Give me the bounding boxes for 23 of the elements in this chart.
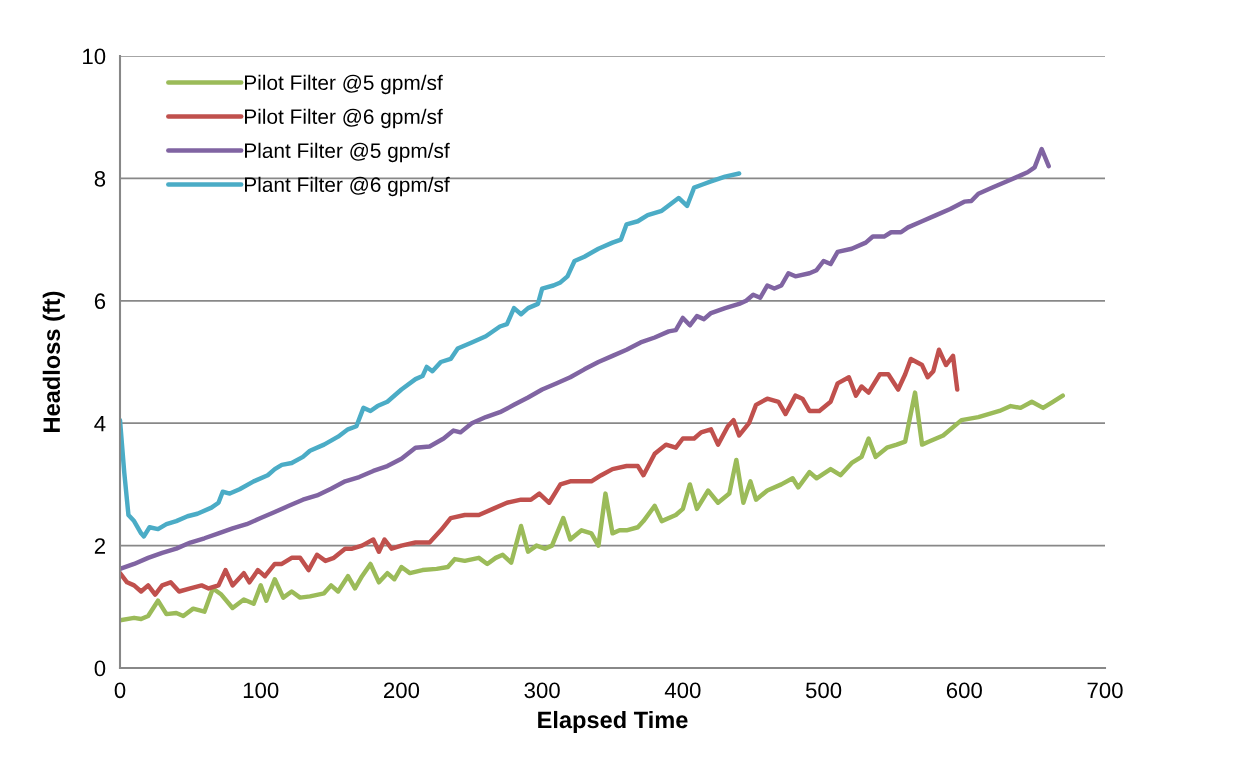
y-axis-title: Headloss (ft)	[42, 291, 65, 432]
x-tick-label: 100	[243, 682, 279, 699]
legend-label: Pilot Filter @6 gpm/sf	[245, 108, 443, 129]
x-tick-label: 700	[1087, 682, 1123, 699]
x-tick-label: 200	[384, 682, 420, 699]
x-tick-label: 0	[114, 682, 126, 699]
x-tick-label: 400	[664, 682, 701, 699]
y-tick-label: 0	[94, 660, 106, 677]
y-tick-label: 8	[94, 170, 106, 187]
y-tick-label: 2	[94, 538, 105, 554]
legend-label: Pilot Filter @5 gpm/sf	[245, 74, 443, 95]
y-tick-label: 10	[83, 48, 106, 65]
legend-label: Plant Filter @6 gpm/sf	[245, 176, 450, 197]
line-series	[120, 347, 960, 597]
legend-label: Plant Filter @5 gpm/sf	[245, 142, 450, 163]
line-series	[120, 171, 742, 539]
x-axis-title: Elapsed Time	[538, 710, 688, 733]
y-tick-label: 4	[94, 415, 106, 432]
line-series	[120, 390, 1066, 623]
x-tick-label: 600	[946, 682, 982, 699]
x-tick-label: 500	[805, 682, 842, 699]
y-tick-label: 6	[94, 293, 106, 310]
x-tick-label: 300	[524, 682, 560, 699]
